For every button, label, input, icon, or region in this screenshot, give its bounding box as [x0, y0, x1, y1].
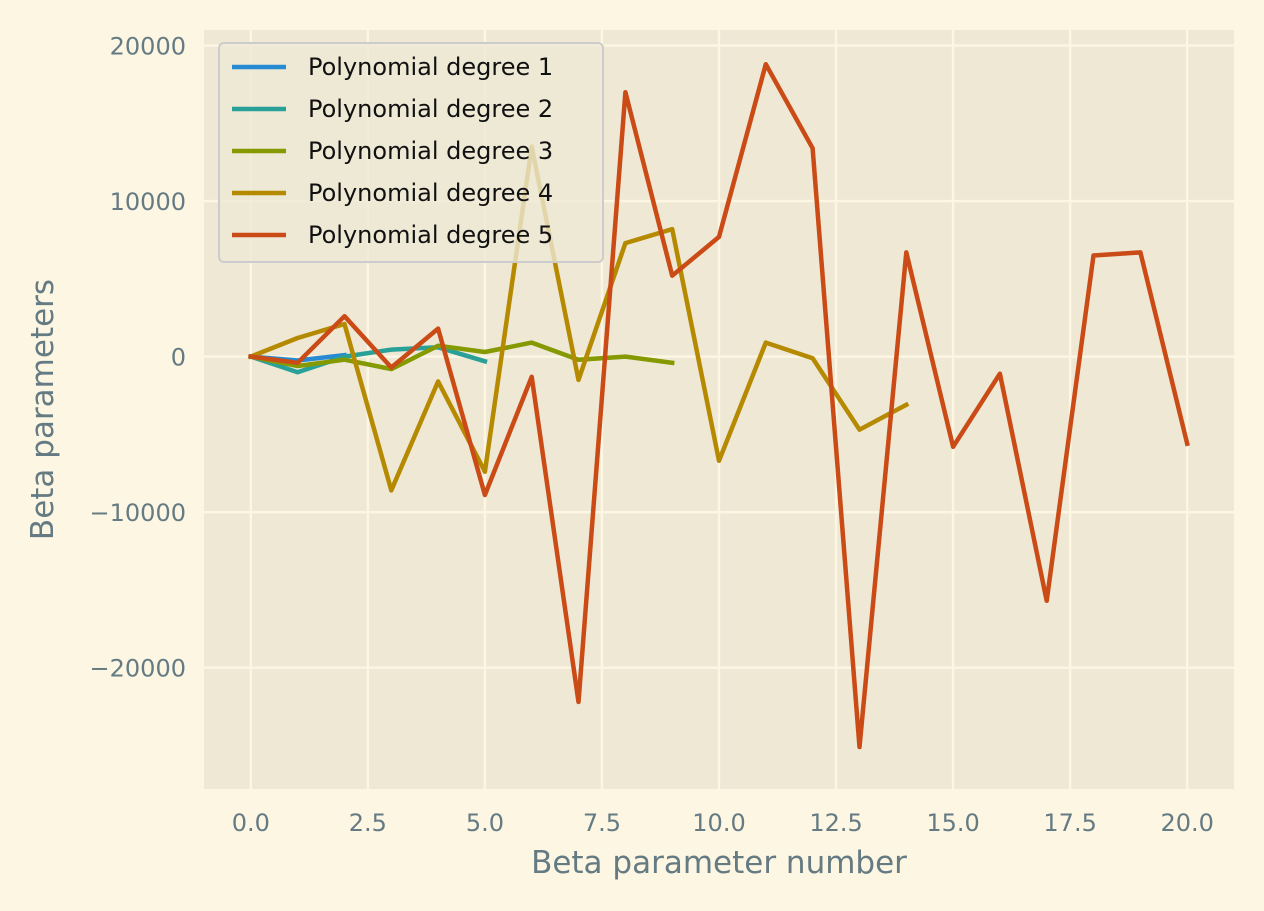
series-line-3 [248, 340, 675, 372]
legend-frame [218, 42, 604, 263]
legend-label: Polynomial degree 1 [308, 53, 553, 81]
x-tick-label: 20.0 [1160, 809, 1213, 837]
y-axis-title: Beta parameters [25, 279, 61, 540]
x-tick-label: 12.5 [809, 809, 862, 837]
y-tick-label: 20000 [110, 33, 186, 61]
x-tick-label: 0.0 [232, 809, 270, 837]
legend: Polynomial degree 1 Polynomial degree 2 Po… [218, 42, 604, 263]
series-line-5 [248, 61, 1190, 750]
y-tick-label: 10000 [110, 188, 186, 216]
x-tick-label: 15.0 [926, 809, 979, 837]
legend-label: Polynomial degree 2 [308, 95, 553, 123]
legend-label: Polynomial degree 5 [308, 221, 553, 249]
series-line-4 [247, 144, 910, 493]
x-tick-label: 5.0 [466, 809, 504, 837]
tick-labels: 0.0 2.5 5.0 7.5 10.0 12.5 15.0 17.5 20.0 −20000 −1… [90, 33, 1214, 837]
x-tick-label: 10.0 [692, 809, 745, 837]
legend-label: Polynomial degree 4 [308, 179, 553, 207]
y-tick-label: 0 [171, 344, 186, 372]
x-tick-label: 17.5 [1043, 809, 1096, 837]
y-tick-label: −20000 [90, 655, 186, 683]
legend-label: Polynomial degree 3 [308, 137, 553, 165]
x-tick-label: 7.5 [583, 809, 621, 837]
x-axis-title: Beta parameter number [531, 845, 907, 881]
series-layer [247, 61, 1190, 750]
x-tick-label: 2.5 [349, 809, 387, 837]
y-tick-label: −10000 [90, 499, 186, 527]
